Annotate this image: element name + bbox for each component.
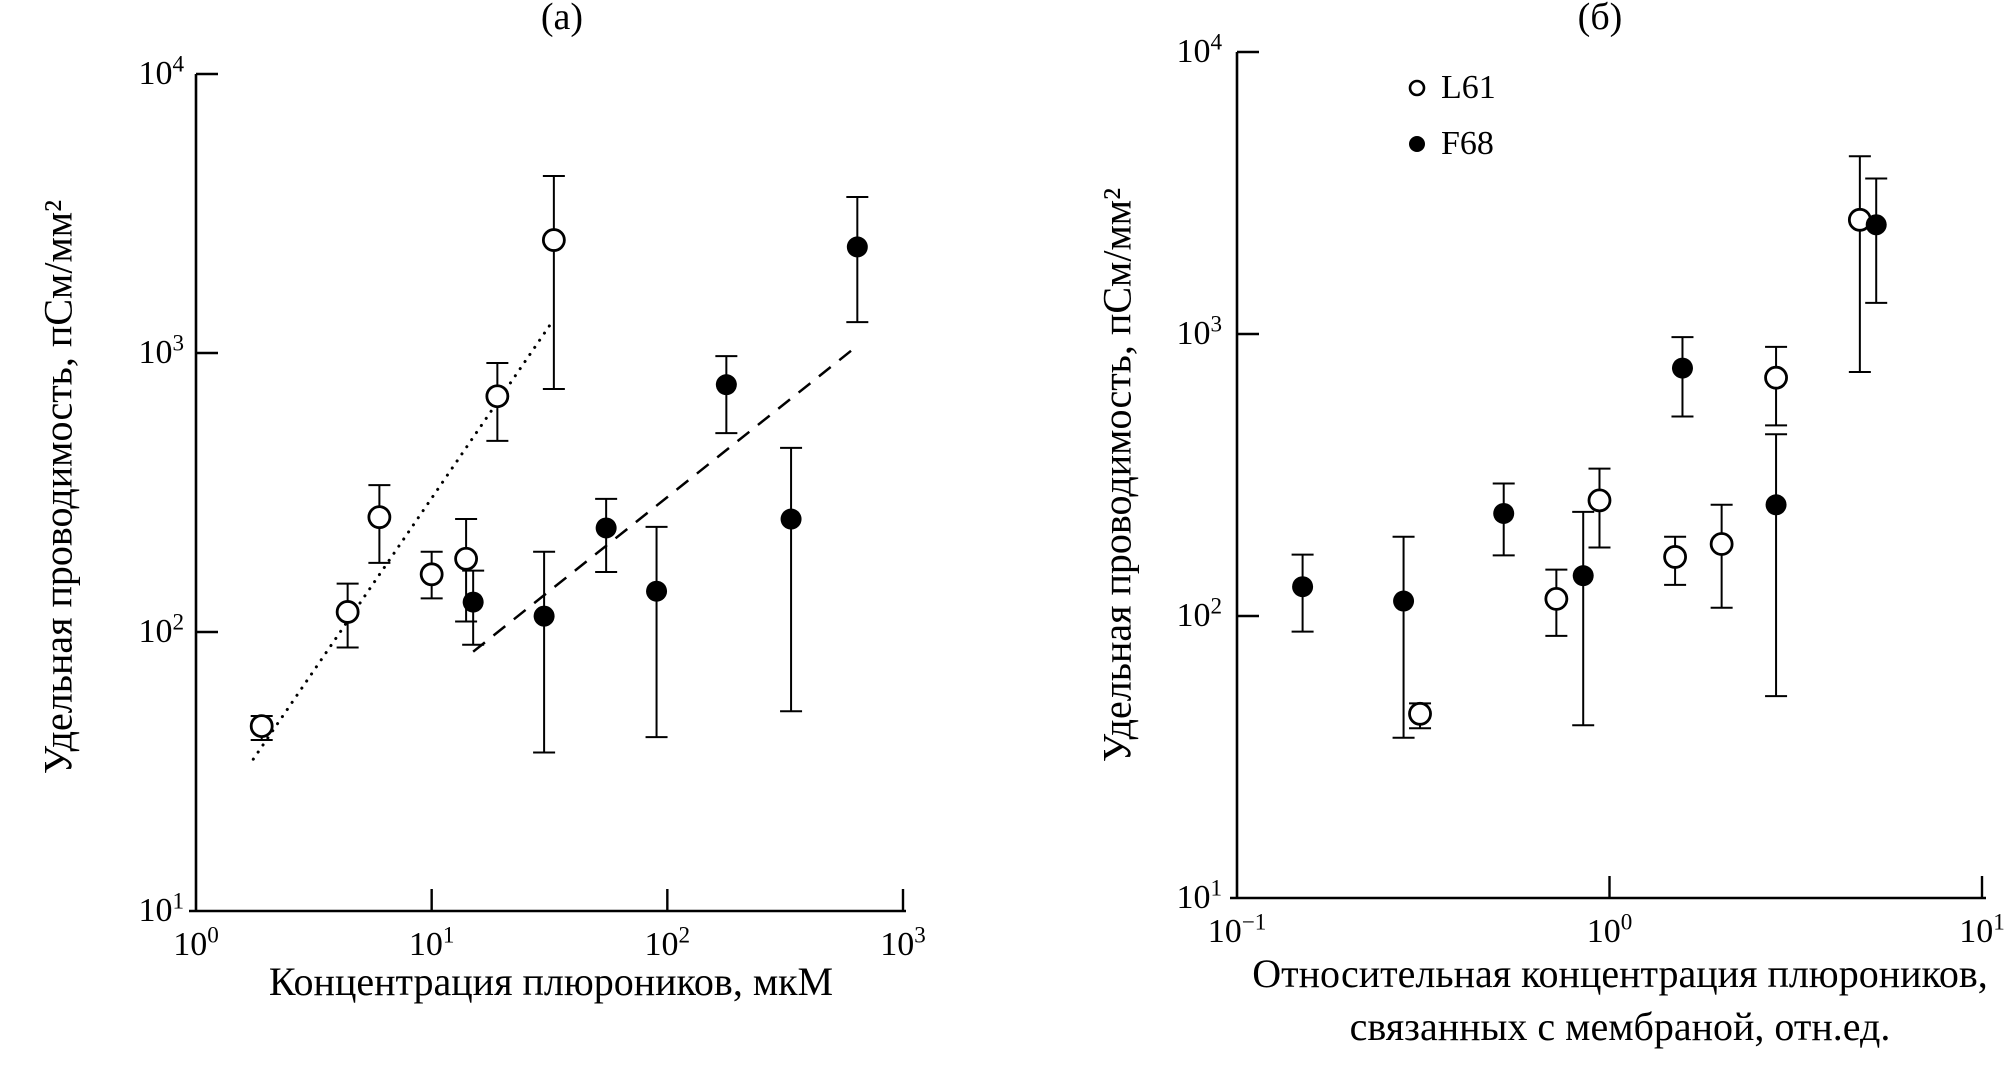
open-circle-marker [249,714,274,738]
series-L61 [249,174,566,742]
filled-circle-marker [846,236,868,258]
filled-circle-marker [1671,357,1693,379]
y-tick-label: 104 [1176,29,1222,70]
filled-circle-marker [533,605,555,627]
panel-b-x-axis-label-line2: связанных с мембраной, отн.ед. [1349,1004,1891,1049]
legend-entry-l61: L61 [1403,69,1496,106]
y-tick-label: 104 [138,51,184,92]
open-circle-marker [419,562,444,587]
legend-entry-f68: F68 [1403,125,1496,162]
filled-circle-marker [646,580,668,602]
open-circle-marker [367,505,392,530]
open-circle-marker [541,228,566,252]
panel-b-x-axis-label-line1: Относительная концентрация плюроников, [1252,951,1988,996]
filled-circle-marker [595,517,617,539]
y-tick-label: 101 [1176,875,1222,916]
series-L61 [1408,155,1872,730]
panel-a-y-axis-label: Удельная проводимость, пСм/мм² [35,199,81,775]
x-tick-label: 101 [408,922,455,963]
panel-b-title: (б) [1577,0,1623,38]
open-circle-marker [1764,365,1788,390]
panel-a-x-axis-label: Концентрация плюроников, мкМ [268,959,834,1004]
y-tick-label: 102 [138,609,184,650]
x-tick-label: 100 [1586,909,1633,950]
filled-circle-marker [1393,590,1415,612]
filled-circle-marker [1765,494,1787,516]
filled-circle-icon [1409,136,1425,152]
L61-fit-line-dotted [251,317,556,761]
legend-label-f68: F68 [1441,125,1494,162]
x-tick-label: 100 [173,922,219,963]
open-circle-marker [1587,488,1612,513]
open-circle-icon [1408,79,1426,97]
x-tick-label: 102 [644,922,691,963]
series-F68 [462,195,869,754]
panel-a-title: (а) [540,0,584,38]
series-F68 [1291,177,1888,739]
filled-circle-marker [462,591,484,613]
panel-b-y-axis-label: Удельная проводимость, пСм/мм² [1094,187,1140,763]
panel-a-plot [189,72,906,913]
filled-circle-marker [1493,502,1515,524]
filled-circle-marker [715,374,737,396]
filled-circle-marker [1865,214,1887,236]
open-circle-marker [1709,532,1734,556]
y-tick-label: 102 [1176,593,1222,634]
y-tick-label: 103 [138,330,184,371]
open-circle-marker [335,600,360,624]
y-tick-label: 101 [138,888,184,929]
filled-circle-marker [1292,576,1314,598]
x-tick-label: 101 [1959,909,2005,950]
open-circle-marker [485,384,510,409]
panel-b-plot [1230,50,1986,900]
open-circle-marker [1663,545,1687,569]
open-circle-marker [454,546,479,571]
legend-label-l61: L61 [1441,69,1496,106]
x-tick-label: 10−1 [1207,909,1267,950]
y-tick-label: 103 [1176,311,1222,352]
open-circle-marker [1408,701,1432,726]
legend: L61 F68 [1403,69,1496,182]
filled-circle-marker [780,508,802,530]
F68-fit-line-dashed [472,346,857,653]
x-tick-label: 103 [880,922,926,963]
open-circle-marker [1544,586,1569,611]
filled-circle-marker [1572,565,1594,587]
